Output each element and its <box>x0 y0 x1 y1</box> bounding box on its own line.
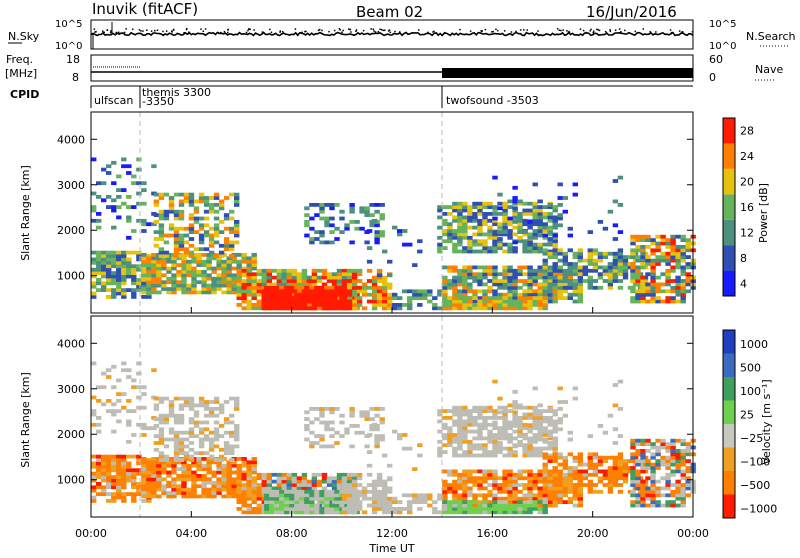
cpid-segment-twofsound: twofsound -3503 <box>446 94 539 107</box>
colorbar-tick: −25 <box>740 432 763 445</box>
y-tick-label: 2000 <box>57 224 85 237</box>
colorbar-swatch <box>723 424 735 448</box>
power-colorbar: 4 8 12 16 20 24 28 <box>722 117 754 297</box>
cpid-label: CPID <box>10 88 39 101</box>
colorbar-tick: −1000 <box>740 503 777 516</box>
nsky-label: N.Sky <box>8 30 40 43</box>
cpid-panel: CPID ulfscan themis 3300 -3350 twofsound… <box>10 85 693 108</box>
colorbar-swatch <box>723 219 735 246</box>
velocity-ylabel: Slant Range [km] <box>19 372 32 468</box>
x-axis-ticks: 00:00 04:00 08:00 12:00 16:00 20:00 00:00 <box>75 527 709 540</box>
nave-label: Nave <box>755 63 783 76</box>
colorbar-swatch <box>723 400 735 424</box>
colorbar-tick: 100 <box>740 385 761 398</box>
cpid-segment-themis: themis 3300 <box>142 86 211 99</box>
freq-tick-bottom: 8 <box>72 71 79 84</box>
colorbar-tick: −100 <box>740 456 770 469</box>
freq-panel: Freq. [MHz] 18 8 60 0 Nave <box>5 53 783 84</box>
nsearch-tick-top: 10^5 <box>709 19 736 30</box>
colorbar-tick: 24 <box>740 150 754 163</box>
colorbar-swatch <box>723 377 735 401</box>
x-tick-label: 00:00 <box>677 527 709 540</box>
power-ylabel: Slant Range [km] <box>19 165 32 261</box>
station-title: Inuvik (fitACF) <box>92 0 198 18</box>
nsky-panel: N.Sky 10^5 10^0 10^5 10^0 N.Search <box>8 19 796 52</box>
y-tick-label: 4000 <box>57 133 85 146</box>
colorbar-tick: −500 <box>740 479 770 492</box>
colorbar-swatch <box>723 270 735 296</box>
power-cells <box>91 157 696 311</box>
colorbar-swatch <box>723 471 735 495</box>
colorbar-swatch <box>723 353 735 377</box>
colorbar-tick: 8 <box>740 252 747 265</box>
y-tick-label: 3000 <box>57 383 85 396</box>
velocity-colorbar: 1000 500 100 25 −25 −100 −500 −1000 <box>722 329 777 519</box>
x-tick-label: 12:00 <box>376 527 408 540</box>
colorbar-swatch <box>723 194 735 220</box>
power-panel: 1000 2000 3000 4000 Slant Range [km] <box>19 111 696 314</box>
colorbar-swatch <box>723 447 735 471</box>
nsky-trace <box>90 22 694 49</box>
colorbar-tick: 28 <box>740 125 754 138</box>
freq-trace <box>91 66 693 78</box>
colorbar-tick: 500 <box>740 362 761 375</box>
colorbar-swatch <box>723 143 735 169</box>
colorbar-tick: 20 <box>740 176 754 189</box>
y-tick-label: 4000 <box>57 337 85 350</box>
y-tick-label: 2000 <box>57 428 85 441</box>
velocity-panel: 1000 2000 3000 4000 Slant Range [km] <box>19 315 696 518</box>
colorbar-tick: 1000 <box>740 338 768 351</box>
colorbar-tick: 4 <box>740 277 747 290</box>
freq-label: Freq. <box>6 53 33 66</box>
nsky-tick-bottom: 10^0 <box>55 41 82 52</box>
x-axis-label: Time UT <box>368 542 414 554</box>
nsearch-label: N.Search <box>746 30 796 43</box>
x-tick-label: 16:00 <box>476 527 508 540</box>
colorbar-swatch <box>723 168 735 195</box>
y-tick-label: 3000 <box>57 179 85 192</box>
colorbar-frame <box>722 329 736 519</box>
x-tick-label: 08:00 <box>276 527 308 540</box>
y-tick-label: 1000 <box>57 474 85 487</box>
colorbar-tick: 25 <box>740 409 754 422</box>
velocity-colorbar-label: Velocity [m s⁻¹] <box>760 379 773 464</box>
colorbar-swatch <box>723 118 735 144</box>
freq-tick-top: 18 <box>66 53 80 66</box>
velocity-cells <box>91 361 696 515</box>
beam-title: Beam 02 <box>356 3 423 21</box>
y-tick-label: 1000 <box>57 270 85 283</box>
date-title: 16/Jun/2016 <box>586 3 677 21</box>
freq-unit: [MHz] <box>5 67 37 80</box>
cpid-segment-themis-sub: -3350 <box>142 95 174 108</box>
colorbar-swatch <box>723 245 735 271</box>
colorbar-frame <box>722 117 736 297</box>
nave-tick-bottom: 0 <box>709 71 716 84</box>
colorbar-tick: 16 <box>740 201 754 214</box>
nsky-tick-top: 10^5 <box>55 19 82 30</box>
colorbar-tick: 12 <box>740 226 754 239</box>
nave-tick-top: 60 <box>709 53 723 66</box>
x-tick-label: 00:00 <box>75 527 107 540</box>
colorbar-swatch <box>723 494 735 518</box>
x-tick-label: 20:00 <box>577 527 609 540</box>
colorbar-swatch <box>723 330 735 354</box>
cpid-segment-ulfscan: ulfscan <box>94 94 133 107</box>
x-tick-label: 04:00 <box>175 527 207 540</box>
power-colorbar-label: Power [dB] <box>757 183 770 243</box>
nsearch-tick-bottom: 10^0 <box>709 41 736 52</box>
